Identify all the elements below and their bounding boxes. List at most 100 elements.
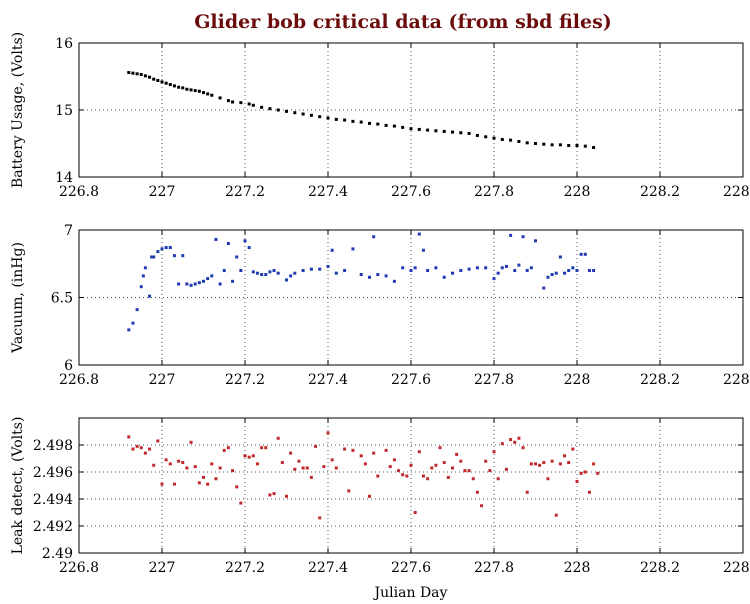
leak-ytick-label: 2.496 <box>33 465 73 481</box>
leak-point <box>442 461 446 465</box>
vacuum-point <box>222 269 226 272</box>
leak-ytick-label: 2.492 <box>33 519 73 535</box>
vacuum-ytick-label: 6.5 <box>51 291 73 307</box>
battery-point <box>484 135 488 139</box>
leak-point <box>272 492 276 496</box>
battery-series <box>127 70 596 150</box>
vacuum-point <box>554 271 558 275</box>
battery-xtick-label: 226.8 <box>59 184 99 200</box>
leak-point <box>172 482 176 486</box>
leak-point <box>513 440 517 444</box>
vacuum-point <box>434 266 438 270</box>
battery-point <box>417 127 421 131</box>
leak-point <box>285 494 288 498</box>
vacuum-point <box>193 282 197 286</box>
leak-point <box>214 477 218 481</box>
battery-point <box>525 141 529 145</box>
vacuum-point <box>459 269 463 272</box>
battery-point <box>239 101 243 105</box>
vacuum-point <box>583 252 587 256</box>
leak-point <box>152 463 156 467</box>
leak-point <box>587 490 591 494</box>
battery-point <box>409 127 413 131</box>
leak-xtick-label: 227.6 <box>391 560 431 576</box>
vacuum-point <box>289 274 293 278</box>
vacuum-point <box>152 255 156 259</box>
battery-point <box>177 85 181 89</box>
leak-point <box>330 458 334 462</box>
leak-point <box>471 477 475 481</box>
leak-point <box>268 493 272 497</box>
vacuum-point <box>168 246 172 250</box>
battery-point <box>309 113 313 117</box>
battery-point <box>434 129 438 133</box>
battery-point <box>285 109 288 113</box>
leak-point <box>384 448 388 452</box>
battery-ytick-label: 16 <box>55 36 73 52</box>
leak-point <box>177 459 181 463</box>
vacuum-point <box>177 282 181 286</box>
leak-point <box>397 469 401 473</box>
vacuum-point <box>334 271 338 275</box>
battery-point <box>197 89 201 93</box>
battery-point <box>301 112 305 116</box>
vacuum-point <box>156 250 160 254</box>
battery-point <box>343 118 347 122</box>
leak-point <box>139 446 143 450</box>
chart-title: Glider bob critical data (from sbd files… <box>194 11 612 33</box>
vacuum-point <box>475 266 479 270</box>
vacuum-point <box>214 237 218 241</box>
vacuum-xtick-label: 228.2 <box>640 372 680 388</box>
battery-point <box>226 99 230 103</box>
leak-xtick-label: 228.2 <box>640 560 680 576</box>
leak-point <box>305 466 309 470</box>
leak-point <box>430 466 434 470</box>
vacuum-point <box>160 247 164 251</box>
leak-point <box>239 501 243 505</box>
battery-ylabel: Battery Usage, (Volts) <box>10 32 26 188</box>
vacuum-point <box>164 246 168 250</box>
vacuum-point <box>417 232 421 236</box>
vacuum-point <box>504 264 508 268</box>
leak-point <box>202 475 205 479</box>
battery-point <box>401 125 405 129</box>
leak-point <box>251 454 255 458</box>
battery-point <box>451 130 454 134</box>
leak-point <box>347 489 351 493</box>
leak-point <box>529 462 533 466</box>
leak-point <box>488 469 492 473</box>
vacuum-point <box>181 254 185 258</box>
battery-point <box>509 138 513 142</box>
leak-point <box>351 448 355 452</box>
vacuum-point <box>251 270 255 274</box>
vacuum-xtick-label: 227.4 <box>308 372 348 388</box>
leak-point <box>318 516 322 520</box>
leak-point <box>260 446 264 450</box>
leak-point <box>525 490 529 494</box>
vacuum-point <box>231 279 235 283</box>
leak-xtick-label: 228 <box>564 560 591 576</box>
battery-point <box>384 123 388 127</box>
battery-point <box>172 84 176 88</box>
vacuum-point <box>268 270 272 274</box>
vacuum-point <box>546 275 550 279</box>
vacuum-ytick-label: 7 <box>64 223 73 239</box>
battery-point <box>206 92 210 96</box>
leak-point <box>210 462 214 466</box>
vacuum-point <box>409 269 413 272</box>
leak-point <box>446 475 450 479</box>
leak-point <box>181 461 185 465</box>
battery-xtick-label: 227 <box>149 184 176 200</box>
vacuum-point <box>326 264 330 268</box>
leak-point <box>326 431 330 435</box>
vacuum-point <box>226 242 230 245</box>
leak-point <box>222 448 226 452</box>
vacuum-panel: 226.8 227 227.2 227.4 227.6 227.8 228 228.2 228.… <box>10 223 750 388</box>
leak-point <box>135 444 139 448</box>
leak-point <box>480 504 484 508</box>
battery-point <box>318 115 322 119</box>
vacuum-point <box>500 266 504 270</box>
leak-point <box>359 454 363 458</box>
battery-ytick-label: 14 <box>55 170 73 186</box>
battery-point <box>276 108 280 112</box>
